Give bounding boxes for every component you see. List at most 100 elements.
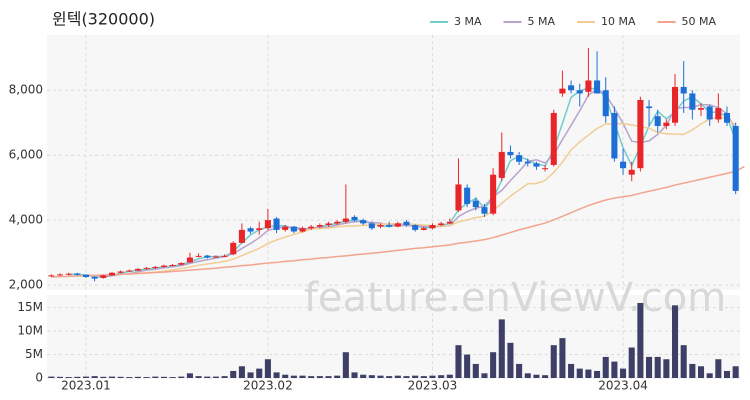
candle-body xyxy=(230,242,237,255)
candle-body xyxy=(91,277,98,279)
legend-label: 5 MA xyxy=(528,15,556,28)
candle-body xyxy=(663,122,670,126)
volume-bar xyxy=(654,356,661,378)
candle-body xyxy=(697,108,705,110)
candle-body xyxy=(568,85,575,91)
candle-body xyxy=(264,220,271,229)
volume-bar xyxy=(697,366,705,378)
volume-bar xyxy=(455,345,462,378)
volume-bar xyxy=(663,359,670,378)
y-tick-label: 10M xyxy=(17,324,43,338)
candle-body xyxy=(637,99,644,169)
candle-body xyxy=(550,112,557,165)
candle-body xyxy=(143,267,150,269)
candle-body xyxy=(377,225,384,227)
candle-body xyxy=(412,225,419,230)
volume-bar xyxy=(368,375,375,378)
volume-bar xyxy=(723,370,731,378)
candle-body xyxy=(360,220,367,224)
volume-bar xyxy=(247,372,254,378)
candle-body xyxy=(446,221,453,224)
candle-body xyxy=(455,184,462,211)
candle-body xyxy=(420,228,427,230)
candle-body xyxy=(689,93,696,110)
volume-bar xyxy=(108,376,116,378)
x-tick-label: 2023.03 xyxy=(408,379,458,393)
candle-body xyxy=(715,108,722,120)
volume-bar xyxy=(325,376,332,378)
volume-bar xyxy=(680,345,687,378)
candle-body xyxy=(403,221,410,226)
volume-bar xyxy=(91,376,98,378)
volume-bar xyxy=(559,338,566,378)
candle-body xyxy=(74,273,81,275)
volume-bar xyxy=(74,376,81,378)
candle-body xyxy=(256,228,263,230)
candle-body xyxy=(611,112,618,159)
volume-bar xyxy=(403,376,410,378)
candle-body xyxy=(117,271,124,273)
candle-body xyxy=(290,226,297,232)
candle-body xyxy=(628,169,635,175)
volume-bar xyxy=(576,368,583,378)
candle-body xyxy=(559,88,566,94)
candle-body xyxy=(438,223,445,226)
candle-body xyxy=(308,226,315,229)
volume-bar xyxy=(524,373,531,378)
candle-body xyxy=(732,125,739,191)
candle-body xyxy=(351,216,358,221)
volume-bar xyxy=(732,366,739,378)
volume-bar xyxy=(282,374,289,378)
volume-bar xyxy=(472,363,479,378)
volume-bar xyxy=(82,376,90,378)
candle-body xyxy=(82,274,90,278)
volume-bar xyxy=(516,363,523,378)
candle-body xyxy=(602,90,609,117)
candle-body xyxy=(169,264,176,266)
candle-body xyxy=(671,86,679,123)
candle-body xyxy=(533,163,540,167)
legend-label: 10 MA xyxy=(601,15,636,28)
volume-bar xyxy=(65,377,72,378)
candle-body xyxy=(706,106,713,120)
candle-body xyxy=(56,274,64,276)
volume-bar xyxy=(620,368,627,378)
volume-bar xyxy=(446,374,453,378)
volume-bar xyxy=(143,377,150,378)
y-tick-label: 15M xyxy=(17,300,43,314)
volume-bar xyxy=(360,374,367,378)
x-tick-label: 2023.04 xyxy=(598,379,648,393)
volume-bar xyxy=(412,375,419,378)
x-tick-label: 2023.02 xyxy=(243,379,293,393)
candle-body xyxy=(134,268,141,271)
volume-bar xyxy=(221,376,228,378)
volume-bar xyxy=(264,359,271,378)
candle-body xyxy=(48,275,55,277)
candle-body xyxy=(212,256,219,258)
candle-body xyxy=(507,151,514,156)
volume-bar xyxy=(316,376,323,378)
candle-body xyxy=(108,272,116,276)
legend-label: 50 MA xyxy=(682,15,717,28)
volume-bar xyxy=(169,377,176,378)
y-tick-label: 8,000 xyxy=(9,83,43,97)
x-tick-label: 2023.01 xyxy=(61,379,111,393)
volume-bar xyxy=(464,354,471,378)
volume-bar xyxy=(100,376,107,378)
volume-bar xyxy=(594,370,601,378)
y-tick-label: 4,000 xyxy=(9,213,43,227)
volume-bar xyxy=(671,305,679,378)
volume-bar xyxy=(533,374,540,378)
candle-body xyxy=(247,228,254,232)
volume-bar xyxy=(334,375,341,378)
ma-line xyxy=(85,88,737,277)
volume-bar xyxy=(394,375,401,378)
candle-body xyxy=(680,86,687,94)
y-tick-label: 0 xyxy=(35,371,43,385)
candle-body xyxy=(490,174,497,214)
candle-body xyxy=(394,223,401,227)
candle-body xyxy=(524,161,531,164)
volume-bar xyxy=(238,366,245,378)
candle-body xyxy=(576,90,583,94)
